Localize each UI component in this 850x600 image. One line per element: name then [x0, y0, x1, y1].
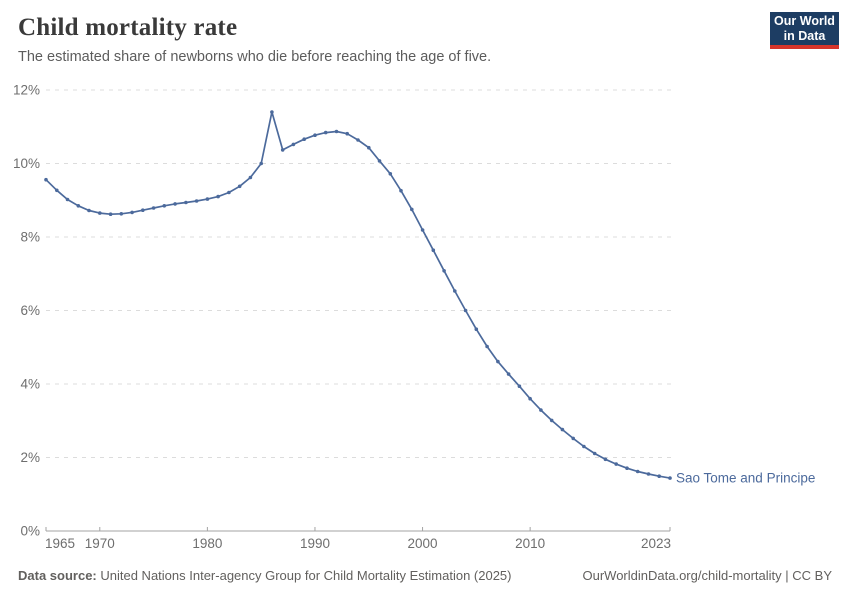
data-point[interactable] [625, 466, 629, 471]
data-point[interactable] [410, 207, 414, 212]
data-point[interactable] [280, 148, 285, 152]
data-point[interactable] [270, 110, 274, 114]
data-point[interactable] [65, 197, 70, 202]
data-point[interactable] [119, 212, 124, 216]
data-point[interactable] [431, 248, 436, 252]
data-point[interactable] [528, 396, 532, 401]
x-tick-label: 2010 [515, 536, 545, 551]
data-point[interactable] [388, 172, 393, 176]
data-point[interactable] [367, 145, 371, 150]
data-point[interactable] [334, 129, 339, 134]
data-point[interactable] [496, 359, 500, 364]
data-point[interactable] [205, 197, 210, 201]
y-tick-label: 4% [20, 377, 40, 392]
y-tick-label: 10% [13, 156, 40, 171]
owid-logo-line1: Our World [774, 13, 835, 28]
page-subtitle: The estimated share of newborns who die … [18, 49, 492, 65]
data-point[interactable] [635, 469, 640, 474]
data-point[interactable] [399, 188, 403, 193]
y-tick-label: 0% [20, 524, 40, 539]
data-point[interactable] [227, 190, 231, 195]
data-point[interactable] [603, 457, 608, 462]
data-point[interactable] [76, 204, 81, 208]
data-point[interactable] [184, 200, 188, 205]
data-point[interactable] [517, 384, 522, 389]
data-point[interactable] [463, 308, 468, 313]
x-tick-label: 1980 [192, 536, 222, 551]
data-point[interactable] [571, 436, 575, 441]
data-point[interactable] [582, 444, 586, 449]
data-point[interactable] [549, 418, 554, 423]
data-point[interactable] [646, 472, 651, 476]
y-tick-label: 12% [13, 83, 40, 98]
y-tick-label: 8% [20, 230, 40, 245]
data-point[interactable] [237, 184, 242, 189]
data-point[interactable] [668, 476, 672, 480]
data-point[interactable] [259, 161, 264, 166]
data-point[interactable] [420, 228, 425, 232]
x-tick-label: 1965 [45, 536, 75, 551]
x-tick-label: 1990 [300, 536, 330, 551]
x-tick-label: 2023 [641, 536, 671, 551]
y-tick-label: 2% [20, 450, 40, 465]
data-point[interactable] [173, 202, 177, 206]
data-point[interactable] [539, 408, 543, 412]
owid-logo[interactable]: Our World in Data [770, 12, 839, 49]
data-point[interactable] [485, 344, 489, 349]
data-point[interactable] [560, 427, 565, 432]
data-point[interactable] [442, 269, 446, 273]
data-point[interactable] [108, 212, 113, 216]
data-point[interactable] [377, 159, 382, 163]
data-point[interactable] [87, 208, 91, 213]
data-point[interactable] [291, 142, 296, 147]
data-point[interactable] [98, 211, 102, 215]
data-point[interactable] [141, 208, 145, 212]
data-line[interactable] [45, 111, 671, 479]
y-tick-label: 6% [20, 303, 40, 318]
series-end-label[interactable]: Sao Tome and Principe [676, 471, 815, 486]
data-point[interactable] [302, 137, 307, 141]
x-tick-label: 1970 [85, 536, 115, 551]
x-tick-label: 2000 [408, 536, 438, 551]
data-point[interactable] [55, 188, 59, 193]
data-point[interactable] [657, 474, 661, 479]
data-point[interactable] [151, 206, 156, 210]
data-point[interactable] [356, 138, 360, 142]
data-point[interactable] [592, 451, 597, 456]
chart-header: Child mortality rate The estimated share… [18, 14, 758, 65]
data-point[interactable] [130, 210, 134, 215]
data-point[interactable] [453, 289, 457, 293]
data-source-text: United Nations Inter-agency Group for Ch… [96, 568, 512, 583]
data-point[interactable] [323, 130, 328, 135]
data-point[interactable] [162, 204, 167, 208]
data-point[interactable] [194, 199, 199, 203]
data-point[interactable] [216, 194, 220, 199]
page-title: Child mortality rate [18, 14, 238, 41]
data-source-label: Data source: [18, 568, 97, 583]
data-point[interactable] [506, 372, 511, 376]
data-point[interactable] [44, 177, 48, 182]
owid-logo-line2: in Data [783, 28, 826, 43]
data-point[interactable] [474, 327, 479, 332]
data-point[interactable] [345, 131, 350, 136]
data-point[interactable] [313, 133, 317, 137]
data-point[interactable] [614, 462, 618, 466]
data-source-note: Data source: United Nations Inter-agency… [18, 568, 512, 583]
chart-footer: Data source: United Nations Inter-agency… [18, 568, 832, 583]
owid-citation-link[interactable]: OurWorldinData.org/child-mortality | CC … [582, 568, 833, 583]
data-point[interactable] [248, 175, 253, 180]
